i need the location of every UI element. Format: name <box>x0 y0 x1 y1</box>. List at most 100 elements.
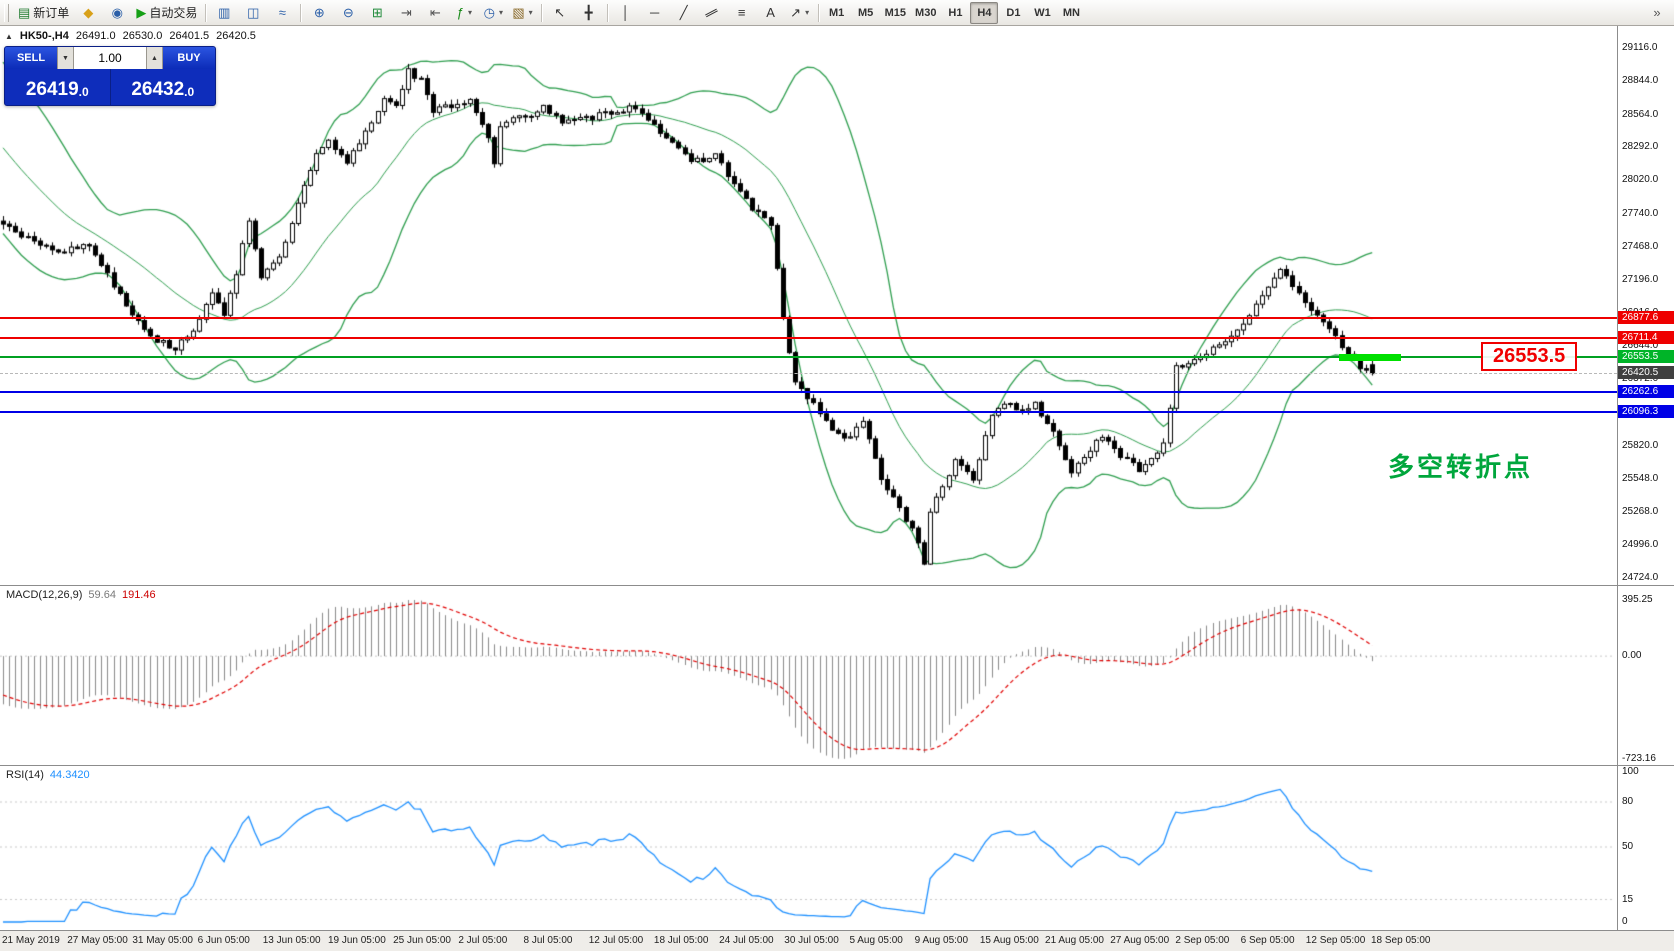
vertical-line-button[interactable]: │ <box>612 2 640 24</box>
time-axis-label: 27 May 05:00 <box>67 935 128 946</box>
new-order-icon: ▤ <box>18 5 31 20</box>
price-scale-tick: 28020.0 <box>1622 174 1659 186</box>
new-order-button[interactable]: ▤ 新订单 <box>14 2 73 24</box>
pivot-line-green[interactable] <box>0 356 1617 359</box>
period-m1-button[interactable]: M1 <box>823 2 851 24</box>
horizontal-line-button[interactable]: ─ <box>641 2 669 24</box>
support-line-lower[interactable] <box>0 411 1617 414</box>
toolbar: ▤ 新订单 ◆ ◉ ▶ 自动交易 ▥ ◫ ≈ ⊕ ⊖ ⊞ ⇥ ⇤ ƒ ▾ ◷ ▾ ▧ ▾ ↖ ╋ │ ─ ╱ ∥ ≡ A ↗ ▾ M1 M5 M… <box>0 0 1674 26</box>
period-mn-button[interactable]: MN <box>1057 2 1085 24</box>
time-axis[interactable]: 21 May 2019 27 May 05:00 31 May 05:00 6 Jun… <box>0 930 1674 951</box>
cursor-icon: ↖ <box>554 5 566 20</box>
time-axis-label: 5 Aug 05:00 <box>849 935 903 946</box>
price-scale-tick: 28564.0 <box>1622 108 1659 120</box>
chart-shift-button[interactable]: ⇤ <box>421 2 449 24</box>
macd-title: MACD(12,26,9) <box>6 589 83 601</box>
fibonacci-button[interactable]: ≡ <box>728 2 756 24</box>
period-w1-button-label: W1 <box>1034 6 1051 19</box>
price-scale-tick: 26644.0 <box>1622 340 1659 352</box>
sell-price[interactable]: 26419 .0 <box>5 69 111 105</box>
cursor-button[interactable]: ↖ <box>546 2 574 24</box>
price-scale-tick: 27468.0 <box>1622 240 1659 252</box>
periods-dropdown-button[interactable]: ◷ ▾ <box>479 2 507 24</box>
time-axis-label: 15 Aug 05:00 <box>979 935 1039 946</box>
period-m15-button[interactable]: M15 <box>881 2 910 24</box>
period-m30-button[interactable]: M30 <box>911 2 940 24</box>
period-d1-button-label: D1 <box>1006 6 1021 19</box>
buy-button[interactable]: BUY <box>163 47 215 69</box>
period-w1-button[interactable]: W1 <box>1028 2 1056 24</box>
period-mn-button-label: MN <box>1062 6 1080 19</box>
arrows-button[interactable]: ↗ ▾ <box>786 2 814 24</box>
time-axis-label: 19 Jun 05:00 <box>327 935 386 946</box>
toolbar-grip <box>4 3 9 22</box>
volume-down-button[interactable]: ▼ <box>57 47 74 69</box>
period-h1-button[interactable]: H1 <box>941 2 969 24</box>
arrows-icon: ↗ <box>790 5 802 20</box>
turning-point-note[interactable]: 多空转折点 <box>1388 452 1534 482</box>
sell-button[interactable]: SELL <box>5 47 57 69</box>
zoom-out-button[interactable]: ⊖ <box>334 2 362 24</box>
toolbar-overflow-button[interactable]: » <box>1643 2 1671 24</box>
vertical-line-icon: │ <box>621 5 630 20</box>
time-axis-label: 2 Jul 05:00 <box>458 935 508 946</box>
resistance-line-lower[interactable] <box>0 337 1617 340</box>
buy-price[interactable]: 26432 .0 <box>111 69 216 105</box>
time-axis-label: 13 Jun 05:00 <box>262 935 321 946</box>
current-price-line[interactable] <box>0 373 1617 375</box>
price-scale[interactable] <box>1618 26 1674 930</box>
market-button[interactable]: ◉ <box>103 2 131 24</box>
volume-up-button[interactable]: ▲ <box>146 47 163 69</box>
macd-scale-tick: 0.00 <box>1622 650 1642 662</box>
toolbar-separator <box>817 3 819 22</box>
indicators-button[interactable]: ƒ ▾ <box>450 2 478 24</box>
toolbar-separator <box>540 3 542 22</box>
rsi-scale-tick: 50 <box>1622 841 1634 852</box>
tile-windows-button[interactable]: ⊞ <box>363 2 391 24</box>
rsi-label: RSI(14) 44.3420 <box>6 769 90 781</box>
one-click-collapse-icon[interactable]: ▲ <box>5 31 13 41</box>
macd-scale-tick: -723.16 <box>1622 752 1656 764</box>
thick-green-line[interactable] <box>1339 354 1401 362</box>
time-axis-label: 21 May 2019 <box>2 935 60 946</box>
period-d1-button[interactable]: D1 <box>999 2 1027 24</box>
chevron-down-icon: ▾ <box>805 8 810 17</box>
chart-bars-button[interactable]: ▥ <box>210 2 238 24</box>
time-axis-label: 31 May 05:00 <box>132 935 193 946</box>
price-scale-tick: 25548.0 <box>1622 472 1659 484</box>
time-axis-label: 12 Sep 05:00 <box>1305 935 1366 946</box>
templates-button[interactable]: ▧ ▾ <box>508 2 536 24</box>
rsi-title: RSI(14) <box>6 769 44 781</box>
rsi-scale-tick: 0 <box>1622 916 1628 927</box>
one-click-top-row: SELL ▼ ▲ BUY <box>5 47 215 69</box>
volume-input[interactable] <box>74 47 146 69</box>
pane-separator-rsi[interactable] <box>0 765 1674 766</box>
chart-canvas[interactable] <box>0 26 1618 930</box>
autotrading-button[interactable]: ▶ 自动交易 <box>132 2 201 24</box>
auto-scroll-button[interactable]: ⇥ <box>392 2 420 24</box>
chart-line-button[interactable]: ≈ <box>268 2 296 24</box>
pane-separator-macd[interactable] <box>0 585 1674 586</box>
metaeditor-button[interactable]: ◆ <box>74 2 102 24</box>
text-button[interactable]: A <box>757 2 785 24</box>
period-h4-button-label: H4 <box>977 6 992 19</box>
support-line-upper[interactable] <box>0 391 1617 394</box>
time-axis-label: 8 Jul 05:00 <box>523 935 573 946</box>
time-axis-label: 6 Jun 05:00 <box>197 935 250 946</box>
ohlc-open: 26491.0 <box>75 30 116 42</box>
one-click-price-row: 26419 .0 26432 .0 <box>5 69 215 105</box>
price-level-label[interactable]: 26553.5 <box>1481 342 1578 372</box>
toolbar-overflow-icon: » <box>1653 5 1661 20</box>
crosshair-button[interactable]: ╋ <box>575 2 603 24</box>
macd-label: MACD(12,26,9) 59.64 191.46 <box>6 589 156 601</box>
chart-candles-button[interactable]: ◫ <box>239 2 267 24</box>
period-m5-button[interactable]: M5 <box>852 2 880 24</box>
time-axis-label: 18 Sep 05:00 <box>1370 935 1431 946</box>
zoom-in-button[interactable]: ⊕ <box>305 2 333 24</box>
trendline-button[interactable]: ╱ <box>670 2 698 24</box>
channel-button[interactable]: ∥ <box>699 2 727 24</box>
auto-scroll-icon: ⇥ <box>400 5 412 20</box>
period-h4-button[interactable]: H4 <box>970 1 999 24</box>
rsi-scale-tick: 80 <box>1622 796 1634 807</box>
resistance-line-upper[interactable] <box>0 317 1617 320</box>
